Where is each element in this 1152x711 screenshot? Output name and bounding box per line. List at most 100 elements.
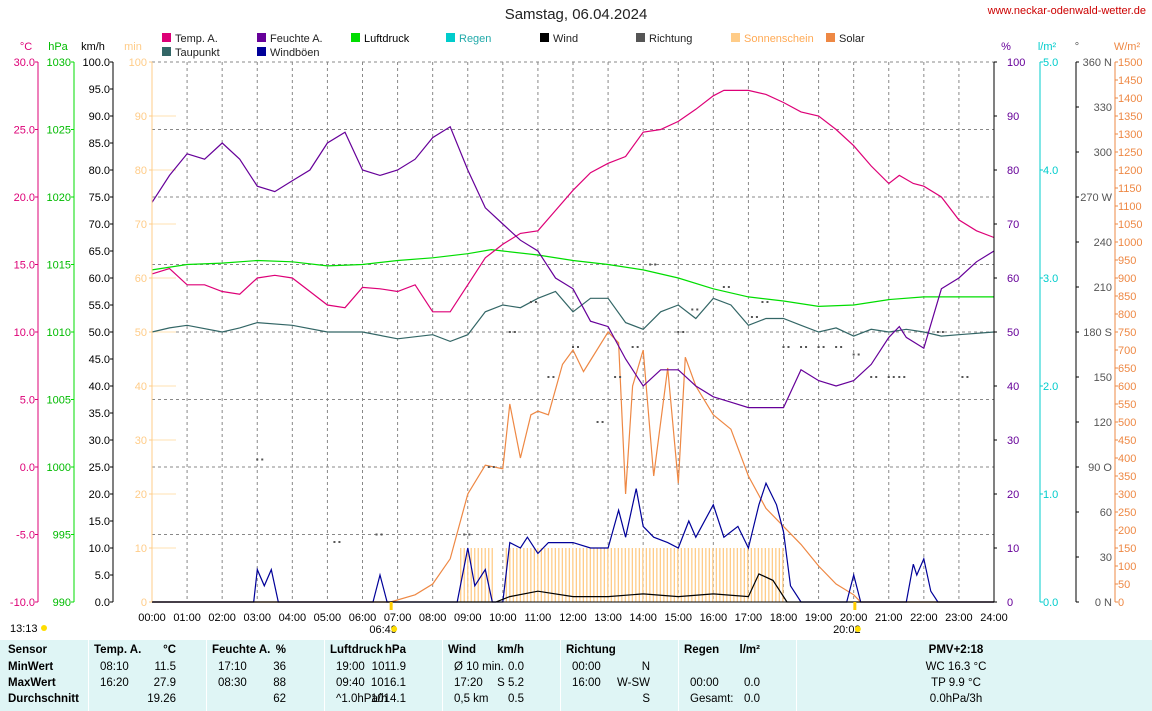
- direction-dot: [677, 331, 680, 333]
- legend-swatch: [162, 47, 171, 56]
- wind-axis-label: 30.0: [89, 435, 110, 447]
- direction-dot: [534, 301, 537, 303]
- solar-axis-label: 900: [1118, 273, 1136, 285]
- solar-axis-label: 1200: [1118, 165, 1142, 177]
- solar-axis-label: 1250: [1118, 147, 1142, 159]
- legend-swatch: [636, 33, 645, 42]
- x-tick-label: 22:00: [910, 612, 938, 624]
- sun-axis-label: 90: [135, 111, 147, 123]
- stats-cell-value: 27.9: [153, 677, 176, 689]
- x-tick-label: 01:00: [173, 612, 201, 624]
- wind-axis-label: 75.0: [89, 192, 110, 204]
- direction-dot: [529, 301, 532, 303]
- wind-axis-label: 80.0: [89, 165, 110, 177]
- series-temp-a-: [151, 89, 995, 313]
- stats-cell-time: Gesamt:: [690, 693, 734, 705]
- legend-label: Wind: [553, 33, 578, 45]
- x-tick-label: 04:00: [279, 612, 307, 624]
- legend-label: Solar: [839, 33, 865, 45]
- humidity-axis-label: 70: [1007, 219, 1019, 231]
- x-tick-label: 03:00: [243, 612, 271, 624]
- stats-cell-value: S: [642, 693, 650, 705]
- direction-axis-label: 0 N: [1095, 597, 1112, 609]
- pressure-axis-label: 1015: [47, 260, 71, 272]
- stats-cell-time: ^1.0hPa/h: [336, 693, 388, 705]
- direction-dot: [800, 346, 803, 348]
- sun-axis-label: 40: [135, 381, 147, 393]
- x-tick-label: 13:00: [594, 612, 622, 624]
- sun-axis-label: 60: [135, 273, 147, 285]
- wind-axis-label: 20.0: [89, 489, 110, 501]
- sun-axis-label: 70: [135, 219, 147, 231]
- x-tick-label: 10:00: [489, 612, 517, 624]
- direction-dot: [508, 331, 511, 333]
- wind-unit: km/h: [81, 41, 105, 53]
- humidity-axis-label: 0: [1007, 597, 1013, 609]
- direction-axis-label: 30: [1100, 552, 1112, 564]
- direction-dot: [852, 353, 855, 356]
- wind-axis-label: 50.0: [89, 327, 110, 339]
- rain-axis-label: 5.0: [1043, 57, 1058, 69]
- direction-axis-label: 360 N: [1083, 57, 1112, 69]
- direction-axis-label: 150: [1094, 372, 1112, 384]
- weather-chart: Temp. A. Taupunkt Feuchte A. Windböen Luftdr…: [10, 33, 1142, 636]
- direction-axis-label: 270 W: [1080, 192, 1112, 204]
- column-separator: [88, 640, 89, 711]
- direction-dot: [936, 331, 939, 333]
- temp-axis-label: 5.0: [20, 395, 35, 407]
- stats-column-unit: °C: [163, 644, 176, 656]
- legend-swatch: [446, 33, 455, 42]
- x-tick-label: 11:00: [525, 612, 552, 624]
- sun-axis-label: 20: [135, 489, 147, 501]
- x-tick-label: 02:00: [208, 612, 236, 624]
- legend-label: Feuchte A.: [270, 33, 323, 45]
- direction-dot: [835, 346, 838, 348]
- direction-dot: [966, 376, 969, 378]
- temp-axis-label: -5.0: [16, 530, 35, 542]
- direction-dot: [782, 346, 785, 348]
- solar-axis-label: 850: [1118, 291, 1136, 303]
- stats-cell-time: 17:20: [454, 677, 483, 689]
- sun-axis-label: 30: [135, 435, 147, 447]
- direction-dot: [547, 376, 550, 378]
- series-lines: [151, 89, 995, 603]
- stats-column-unit: l/m²: [739, 644, 760, 656]
- pressure-axis-label: 1000: [47, 462, 71, 474]
- series-luftdruck: [151, 248, 994, 308]
- sun-unit: min: [124, 41, 142, 53]
- direction-dot: [691, 308, 694, 311]
- stats-column-unit: hPa: [384, 644, 406, 656]
- direction-dot: [892, 376, 895, 378]
- temp-axis-label: 30.0: [14, 57, 35, 69]
- stats-column-unit: %: [275, 644, 286, 656]
- wind-axis-label: 10.0: [89, 543, 110, 555]
- direction-dot: [261, 458, 264, 461]
- solar-axis-label: 500: [1118, 417, 1136, 429]
- humidity-unit: %: [1001, 41, 1011, 53]
- direction-axis-label: 90 O: [1088, 462, 1112, 474]
- solar-unit: W/m²: [1114, 41, 1141, 53]
- wind-axis-label: 25.0: [89, 462, 110, 474]
- solar-axis-label: 300: [1118, 489, 1136, 501]
- website-link[interactable]: www.neckar-odenwald-wetter.de: [987, 5, 1146, 17]
- solar-axis-label: 0: [1118, 597, 1124, 609]
- stats-table: Sensor MinWert MaxWert Durchschnitt Temp. A.…: [0, 640, 1152, 711]
- solar-axis-label: 750: [1118, 327, 1136, 339]
- direction-dot: [601, 421, 604, 423]
- rain-axis-label: 2.0: [1043, 381, 1058, 393]
- wind-axis-label: 85.0: [89, 138, 110, 150]
- stats-column-header: Richtung: [566, 644, 616, 656]
- series-solar: [152, 331, 994, 603]
- wind-axis-label: 65.0: [89, 246, 110, 258]
- humidity-axis-label: 90: [1007, 111, 1019, 123]
- x-tick-label: 08:00: [419, 612, 447, 624]
- wind-axis-label: 55.0: [89, 300, 110, 312]
- direction-dot: [805, 346, 808, 348]
- temp-axis-label: 0.0: [20, 462, 35, 474]
- humidity-axis-label: 80: [1007, 165, 1019, 177]
- wind-axis-label: 90.0: [89, 111, 110, 123]
- x-tick-label: 05:00: [314, 612, 342, 624]
- direction-dot: [898, 376, 901, 378]
- temp-axis-label: 15.0: [14, 260, 35, 272]
- pressure-axis-label: 1010: [47, 327, 71, 339]
